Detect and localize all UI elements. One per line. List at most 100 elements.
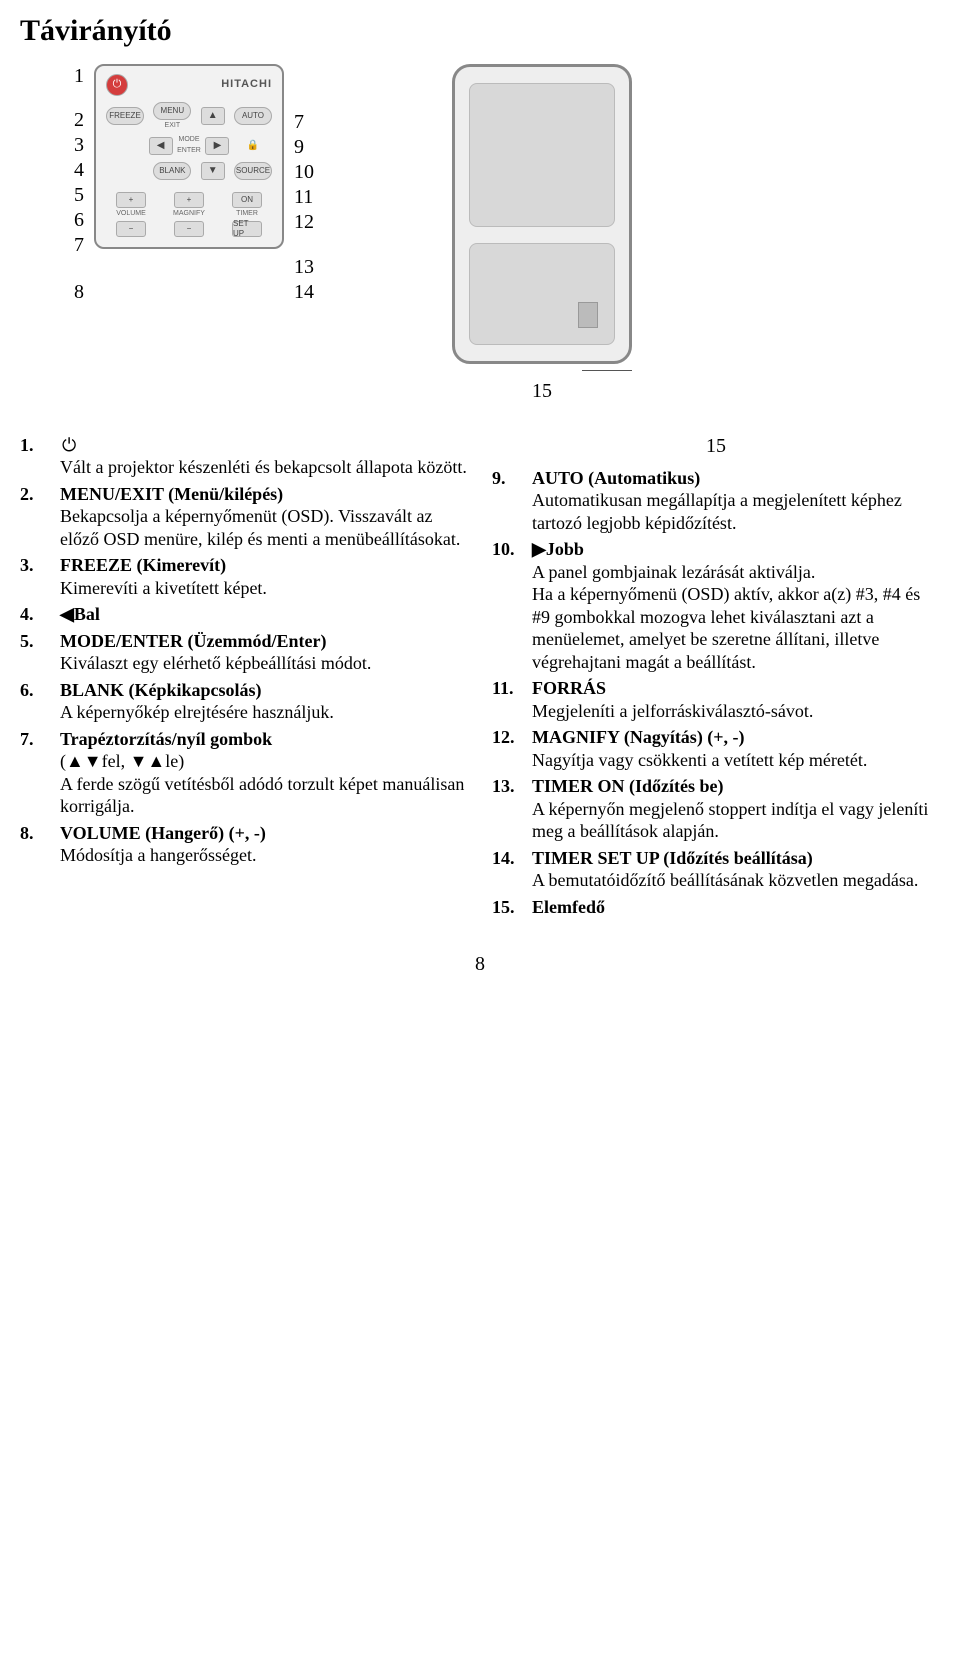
callout-8: 8	[74, 280, 84, 305]
item-title: MODE/ENTER (Üzemmód/Enter)	[60, 631, 326, 651]
freeze-button[interactable]: FREEZE	[106, 107, 144, 125]
magnify-plus[interactable]: +	[174, 192, 204, 208]
volume-minus[interactable]: −	[116, 221, 146, 237]
page-footer: 8	[20, 952, 940, 977]
list-item: 10.▶Jobb A panel gombjainak lezárását akt…	[492, 538, 940, 673]
item-body: BLANK (Képkikapcsolás)A képernyőkép elre…	[60, 679, 468, 724]
item-body: ◀Bal	[60, 603, 468, 626]
item-title: MAGNIFY (Nagyítás) (+, -)	[532, 727, 745, 747]
item-number: 12.	[492, 726, 532, 771]
callout-6: 6	[74, 208, 84, 233]
remote-back-group: 15	[452, 64, 632, 404]
item-number: 3.	[20, 554, 60, 599]
callout-14: 14	[294, 280, 314, 305]
item-title: BLANK (Képkikapcsolás)	[60, 680, 262, 700]
item-text: A képernyőkép elrejtésére használjuk.	[60, 702, 334, 722]
callout-2: 2	[74, 108, 84, 133]
left-button[interactable]: ◀	[149, 137, 173, 155]
item-title: ▶Jobb	[532, 539, 584, 559]
text-columns: 1.⏻Vált a projektor készenléti és bekapc…	[20, 434, 940, 923]
remote-back	[452, 64, 632, 364]
source-button[interactable]: SOURCE	[234, 162, 272, 180]
callout-3: 3	[74, 133, 84, 158]
remote-front-group: 1 2 3 4 5 6 7 8 ⏻ HITACHI FREEZE MENU EX…	[60, 64, 322, 305]
lock-icon: 🔒	[234, 140, 272, 153]
item-text: Vált a projektor készenléti és bekapcsol…	[60, 457, 467, 477]
menu-button[interactable]: MENU	[153, 102, 191, 120]
list-item: 1.⏻Vált a projektor készenléti és bekapc…	[20, 434, 468, 479]
item-number: 5.	[20, 630, 60, 675]
timer-on[interactable]: ON	[232, 192, 262, 208]
list-item: 15.Elemfedő	[492, 896, 940, 919]
page-title: Távirányító	[20, 12, 940, 50]
callout-1: 1	[74, 64, 84, 78]
item-number: 9.	[492, 467, 532, 535]
item-body: MAGNIFY (Nagyítás) (+, -) Nagyítja vagy c…	[532, 726, 940, 771]
item-title: TIMER SET UP (Időzítés beállítása)	[532, 848, 813, 868]
down-button[interactable]: ▼	[201, 162, 225, 180]
magnify-minus[interactable]: −	[174, 221, 204, 237]
volume-plus[interactable]: +	[116, 192, 146, 208]
callout-13: 13	[294, 255, 314, 280]
item-title: AUTO (Automatikus)	[532, 468, 700, 488]
item-number: 4.	[20, 603, 60, 626]
right-col-header-15: 15	[492, 434, 940, 459]
list-item: 6.BLANK (Képkikapcsolás)A képernyőkép el…	[20, 679, 468, 724]
item-body: TIMER ON (Időzítés be)A képernyőn megjel…	[532, 775, 940, 843]
enter-label: ENTER	[177, 147, 201, 156]
list-item: 7.Trapéztorzítás/nyíl gombok(▲▼fel, ▼▲le…	[20, 728, 468, 818]
item-title: FORRÁS	[532, 678, 606, 698]
up-button[interactable]: ▲	[201, 107, 225, 125]
mode-label: MODE	[178, 136, 199, 145]
item-text: Megjeleníti a jelforráskiválasztó-sávot.	[532, 701, 813, 721]
list-item: 2.MENU/EXIT (Menü/kilépés)Bekapcsolja a …	[20, 483, 468, 551]
item-number: 1.	[20, 434, 60, 479]
item-title: Elemfedő	[532, 897, 605, 917]
item-body: TIMER SET UP (Időzítés beállítása)A bemu…	[532, 847, 940, 892]
item-number: 13.	[492, 775, 532, 843]
callout-4: 4	[74, 158, 84, 183]
item-text: Bekapcsolja a képernyőmenüt (OSD). Vissz…	[60, 506, 460, 549]
item-number: 10.	[492, 538, 532, 673]
timer-setup[interactable]: SET UP	[232, 221, 262, 237]
callout-15-pointer	[582, 370, 632, 371]
callout-7r: 7	[294, 110, 304, 135]
item-title: TIMER ON (Időzítés be)	[532, 776, 724, 796]
list-item: 11.FORRÁS Megjeleníti a jelforráskiválasz…	[492, 677, 940, 722]
item-body: FREEZE (Kimerevít)Kimerevíti a kivetítet…	[60, 554, 468, 599]
item-text: Ha a képernyőmenü (OSD) aktív, akkor a(z…	[532, 584, 920, 672]
item-text: A panel gombjainak lezárását aktiválja.	[532, 562, 815, 582]
list-item: 8.VOLUME (Hangerő) (+, -)Módosítja a han…	[20, 822, 468, 867]
blank-button[interactable]: BLANK	[153, 162, 191, 180]
bottom-button-group: + VOLUME − + MAGNIFY − ON TIMER SET UP	[106, 192, 272, 237]
item-title: FREEZE (Kimerevít)	[60, 555, 226, 575]
item-body: AUTO (Automatikus)Automatikusan megállap…	[532, 467, 940, 535]
volume-label: VOLUME	[116, 210, 146, 219]
left-column: 1.⏻Vált a projektor készenléti és bekapc…	[20, 434, 468, 923]
list-item: 5.MODE/ENTER (Üzemmód/Enter)Kiválaszt eg…	[20, 630, 468, 675]
item-text: A bemutatóidőzítő beállításának közvetle…	[532, 870, 918, 890]
right-button[interactable]: ▶	[205, 137, 229, 155]
item-number: 15.	[492, 896, 532, 919]
item-text: (▲▼fel, ▼▲le)	[60, 751, 184, 771]
callout-9: 9	[294, 135, 304, 160]
right-column: 15 9.AUTO (Automatikus)Automatikusan meg…	[492, 434, 940, 923]
item-text: Nagyítja vagy csökkenti a vetített kép m…	[532, 750, 867, 770]
magnify-label: MAGNIFY	[173, 210, 205, 219]
item-body: Trapéztorzítás/nyíl gombok(▲▼fel, ▼▲le)A…	[60, 728, 468, 818]
back-panel-top	[469, 83, 615, 227]
item-text: Automatikusan megállapítja a megjeleníte…	[532, 490, 902, 533]
item-number: 11.	[492, 677, 532, 722]
item-title: Trapéztorzítás/nyíl gombok	[60, 729, 272, 749]
item-number: 14.	[492, 847, 532, 892]
callout-5: 5	[74, 183, 84, 208]
auto-button[interactable]: AUTO	[234, 107, 272, 125]
item-number: 8.	[20, 822, 60, 867]
exit-label: EXIT	[165, 122, 181, 131]
item-title: VOLUME (Hangerő) (+, -)	[60, 823, 266, 843]
list-item: 13.TIMER ON (Időzítés be)A képernyőn meg…	[492, 775, 940, 843]
callout-7l: 7	[74, 233, 84, 258]
item-body: MODE/ENTER (Üzemmód/Enter)Kiválaszt egy …	[60, 630, 468, 675]
power-button[interactable]: ⏻	[106, 74, 128, 96]
right-callouts: 7 9 10 11 12 13 14	[294, 64, 322, 305]
